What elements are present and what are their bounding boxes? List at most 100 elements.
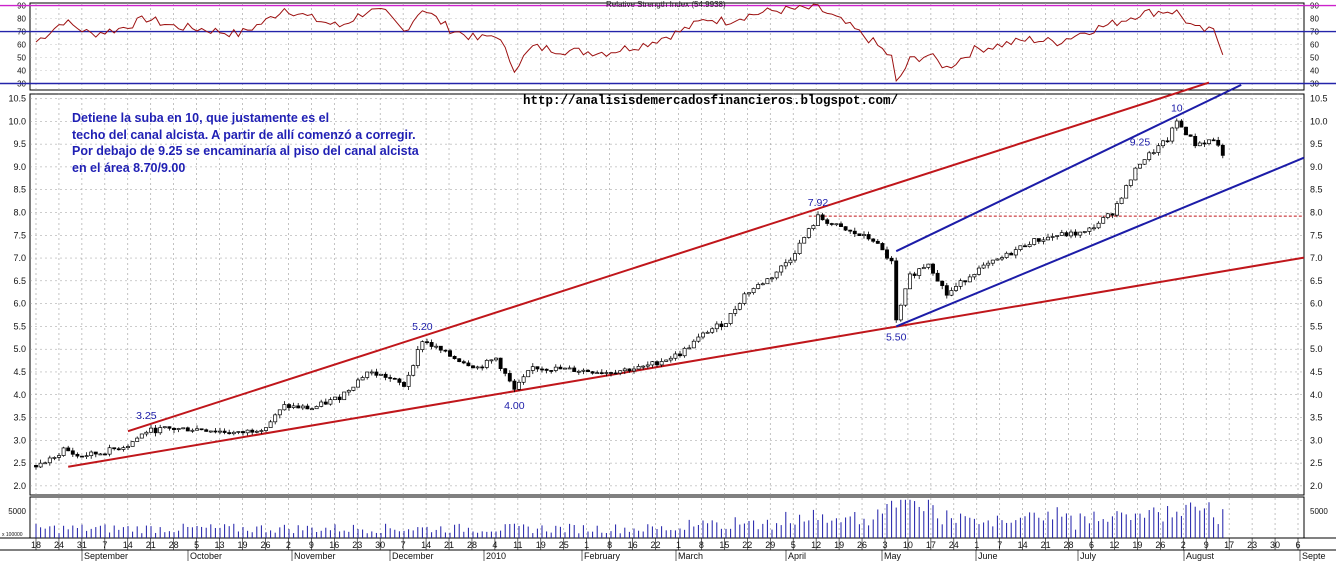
candle-body (360, 377, 365, 381)
candle-body (356, 379, 360, 388)
candle-body (300, 405, 305, 409)
candle-body (793, 253, 797, 261)
candle-body (526, 370, 531, 378)
candle-body (1018, 245, 1023, 250)
candle-body (862, 234, 866, 236)
candle-body (770, 277, 774, 280)
candle-body (153, 427, 158, 434)
candle-body (254, 430, 259, 433)
candle-body (751, 288, 756, 294)
candle-body (135, 437, 140, 442)
candle-body (894, 260, 899, 321)
y-tick-label: 6.0 (13, 299, 26, 309)
month-label: November (294, 551, 336, 561)
y-tick-label-right: 7.0 (1310, 253, 1323, 263)
candle-body (972, 274, 977, 278)
candle-body (889, 257, 894, 262)
candle-body (843, 226, 848, 231)
trend-line-upper-red (127, 81, 1210, 433)
candle-body (714, 323, 719, 330)
blog-url[interactable]: http://analisisdemercadosfinancieros.blo… (523, 94, 899, 108)
candle-body (98, 453, 103, 456)
month-label: October (190, 551, 222, 561)
y-tick-label: 7.0 (13, 253, 26, 263)
candle-body (475, 366, 480, 369)
candle-body (1046, 236, 1050, 241)
candle-body (885, 249, 889, 259)
candle-body (406, 374, 411, 387)
annotation-line: techo del canal alcista. A partir de all… (72, 127, 416, 142)
candle-body (116, 448, 121, 451)
candle-body (61, 447, 66, 456)
trend-line-upper-blue (895, 83, 1242, 253)
candle-body (659, 361, 664, 366)
candle-body (397, 378, 402, 383)
candle-body (1023, 245, 1027, 248)
candle-body (1092, 227, 1096, 230)
candle-body (949, 290, 954, 296)
point-label: 5.50 (886, 331, 907, 343)
annotation-text: Detiene la suba en 10, que justamente es… (72, 110, 492, 176)
candle-body (176, 428, 181, 430)
candle-body (1165, 140, 1170, 143)
x-tick-label: 14 (1018, 540, 1028, 550)
candle-body (852, 230, 857, 235)
candle-body (38, 462, 43, 468)
candle-body (1013, 249, 1018, 256)
candle-body (1096, 222, 1101, 229)
x-tick-label: 7 (997, 540, 1002, 550)
candle-body (737, 303, 742, 310)
rsi-tick-label-right: 40 (1310, 67, 1319, 76)
candle-body (1184, 126, 1188, 136)
candle-body (857, 233, 862, 236)
x-tick-label: 23 (1247, 540, 1257, 550)
x-tick-label: 12 (1109, 540, 1119, 550)
candle-body (668, 357, 673, 361)
y-tick-label: 10.0 (8, 116, 26, 126)
candle-body (783, 262, 788, 267)
candle-body (222, 430, 227, 433)
candle-body (314, 406, 319, 410)
x-tick-label: 30 (375, 540, 385, 550)
point-label: 3.25 (136, 410, 157, 422)
candle-body (650, 361, 655, 366)
y-tick-label-right: 10.0 (1310, 116, 1328, 126)
candle-body (264, 427, 268, 431)
candle-body (84, 455, 89, 458)
x-tick-label: 4 (492, 540, 497, 550)
volume-tick-label: 5000 (8, 507, 26, 516)
candle-body (866, 234, 871, 240)
y-tick-label-right: 2.5 (1310, 458, 1323, 468)
candle-body (641, 365, 646, 368)
candle-body (645, 364, 650, 367)
candle-body (241, 431, 245, 434)
candle-body (1161, 140, 1165, 147)
x-tick-label: 14 (123, 540, 133, 550)
x-tick-label: 22 (742, 540, 752, 550)
candle-body (1009, 252, 1014, 256)
rsi-tick-label: 50 (17, 54, 26, 63)
candle-body (310, 408, 314, 411)
candle-body (1207, 139, 1211, 144)
candle-body (917, 268, 922, 276)
y-tick-label: 10.5 (8, 94, 26, 104)
point-label: 5.20 (412, 321, 433, 333)
candle-body (1211, 139, 1216, 142)
candle-body (1142, 159, 1147, 165)
candle-body (1036, 238, 1041, 242)
y-tick-label: 8.0 (13, 207, 26, 217)
candle-body (218, 430, 222, 433)
annotation-line: Detiene la suba en 10, que justamente es… (72, 111, 330, 125)
candle-body (277, 409, 282, 416)
candle-body (231, 431, 236, 435)
candle-body (420, 341, 425, 351)
candle-body (632, 368, 636, 372)
point-label: 7.92 (808, 197, 829, 209)
candle-body (52, 457, 57, 459)
candle-body (825, 219, 830, 224)
x-tick-label: 24 (949, 540, 959, 550)
candle-body (986, 262, 991, 266)
x-tick-label: 19 (536, 540, 546, 550)
candle-body (590, 371, 595, 374)
candle-body (75, 453, 80, 457)
